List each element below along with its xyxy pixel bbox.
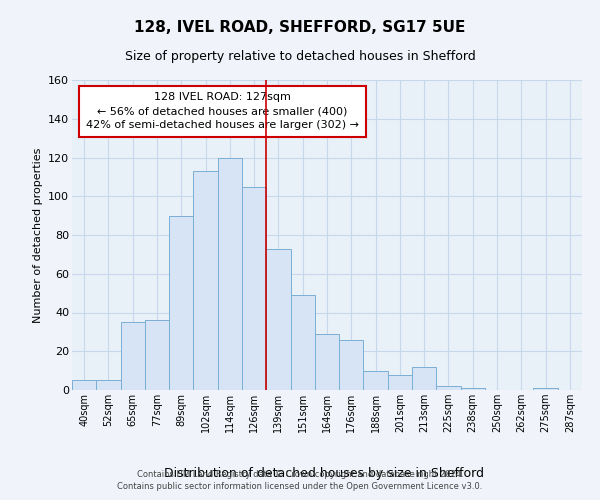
Text: 128 IVEL ROAD: 127sqm
← 56% of detached houses are smaller (400)
42% of semi-det: 128 IVEL ROAD: 127sqm ← 56% of detached … — [86, 92, 359, 130]
Bar — [121, 322, 145, 390]
Text: Size of property relative to detached houses in Shefford: Size of property relative to detached ho… — [125, 50, 475, 63]
Bar — [461, 388, 485, 390]
Bar — [533, 388, 558, 390]
Bar — [242, 186, 266, 390]
Bar — [364, 370, 388, 390]
Bar — [145, 320, 169, 390]
Bar — [315, 334, 339, 390]
Text: 128, IVEL ROAD, SHEFFORD, SG17 5UE: 128, IVEL ROAD, SHEFFORD, SG17 5UE — [134, 20, 466, 35]
Bar — [96, 380, 121, 390]
Bar — [266, 248, 290, 390]
Bar — [72, 380, 96, 390]
Bar — [218, 158, 242, 390]
Bar — [193, 171, 218, 390]
Bar — [339, 340, 364, 390]
Bar — [169, 216, 193, 390]
Bar — [290, 295, 315, 390]
Y-axis label: Number of detached properties: Number of detached properties — [32, 148, 43, 322]
Text: Contains HM Land Registry data © Crown copyright and database right 2024.
Contai: Contains HM Land Registry data © Crown c… — [118, 470, 482, 491]
Bar — [412, 367, 436, 390]
Text: Distribution of detached houses by size in Shefford: Distribution of detached houses by size … — [164, 468, 484, 480]
Bar — [436, 386, 461, 390]
Bar — [388, 374, 412, 390]
